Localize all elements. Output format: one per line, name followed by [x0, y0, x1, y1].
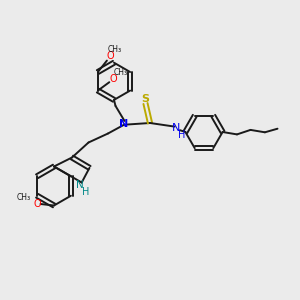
- Text: H: H: [82, 187, 89, 196]
- Text: O: O: [33, 199, 41, 209]
- Text: O: O: [109, 74, 117, 84]
- Text: N: N: [172, 123, 180, 133]
- Text: N: N: [119, 119, 128, 129]
- Text: CH₃: CH₃: [114, 68, 128, 77]
- Text: CH₃: CH₃: [17, 193, 31, 202]
- Text: H: H: [178, 130, 185, 140]
- Text: CH₃: CH₃: [107, 45, 122, 54]
- Text: O: O: [106, 51, 114, 62]
- Text: S: S: [141, 94, 149, 104]
- Text: N: N: [76, 180, 84, 190]
